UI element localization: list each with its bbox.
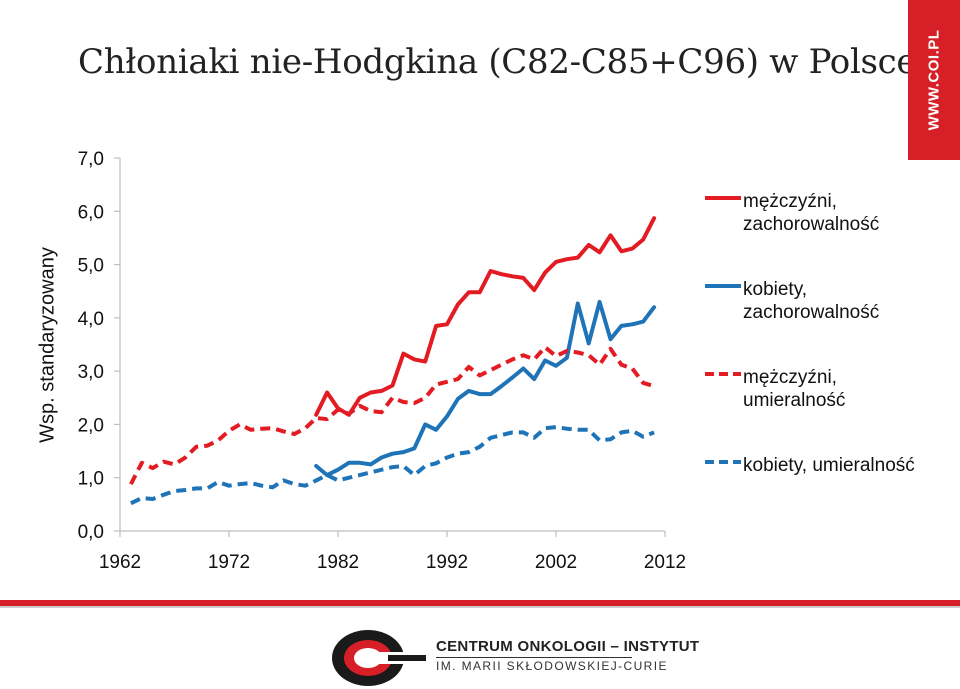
legend-item: mężczyźni, zachorowalność bbox=[705, 188, 915, 276]
legend-item: kobiety, zachorowalność bbox=[705, 276, 915, 364]
x-tick-label: 2012 bbox=[644, 552, 686, 573]
series-line-0 bbox=[314, 216, 657, 417]
line-chart: 0,0 1,0 2,0 3,0 4,0 5,0 6,0 7,0 1962 1972 1982 1992… bbox=[78, 149, 687, 573]
org-subtitle: IM. MARII SKŁODOWSKIEJ-CURIE bbox=[436, 659, 668, 673]
legend-swatch-women-mortality bbox=[705, 460, 741, 464]
x-tick-label: 1982 bbox=[317, 552, 359, 573]
legend-label: kobiety, umieralność bbox=[743, 455, 915, 476]
org-divider bbox=[436, 657, 632, 658]
series-line-1 bbox=[314, 299, 657, 478]
legend-swatch-men-mortality bbox=[705, 372, 741, 376]
legend-item: mężczyźni, umieralność bbox=[705, 364, 915, 452]
y-tick-label: 4,0 bbox=[78, 309, 104, 330]
x-tick-label: 2002 bbox=[535, 552, 577, 573]
y-tick-label: 3,0 bbox=[78, 362, 104, 383]
footer-accent-bar bbox=[0, 600, 960, 606]
org-name: CENTRUM ONKOLOGII – INSTYTUT bbox=[436, 638, 700, 655]
y-tick-label: 1,0 bbox=[78, 469, 104, 490]
legend-swatch-men-incidence bbox=[705, 196, 741, 200]
series-line-3 bbox=[130, 425, 655, 506]
y-tick-label: 2,0 bbox=[78, 415, 104, 436]
y-tick-label: 0,0 bbox=[78, 522, 104, 543]
chart-legend: mężczyźni, zachorowalność kobiety, zacho… bbox=[705, 188, 915, 540]
series-line-2 bbox=[129, 345, 655, 486]
x-tick-label: 1972 bbox=[208, 552, 250, 573]
brand-sidebar bbox=[908, 0, 960, 160]
footer-divider bbox=[0, 606, 960, 608]
legend-label: mężczyźni, umieralność bbox=[743, 367, 846, 411]
chart-title: Chłoniaki nie-Hodgkina (C82-C85+C96) w P… bbox=[78, 42, 917, 82]
y-tick-label: 7,0 bbox=[78, 149, 104, 170]
legend-label: mężczyźni, zachorowalność bbox=[743, 191, 880, 235]
x-tick-label: 1992 bbox=[426, 552, 468, 573]
legend-swatch-women-incidence bbox=[705, 284, 741, 288]
institute-logo-icon bbox=[332, 630, 426, 686]
legend-label: kobiety, zachorowalność bbox=[743, 279, 880, 323]
x-tick-label: 1962 bbox=[99, 552, 141, 573]
y-tick-label: 5,0 bbox=[78, 256, 104, 277]
y-tick-label: 6,0 bbox=[78, 202, 104, 223]
legend-item: kobiety, umieralność bbox=[705, 452, 915, 540]
